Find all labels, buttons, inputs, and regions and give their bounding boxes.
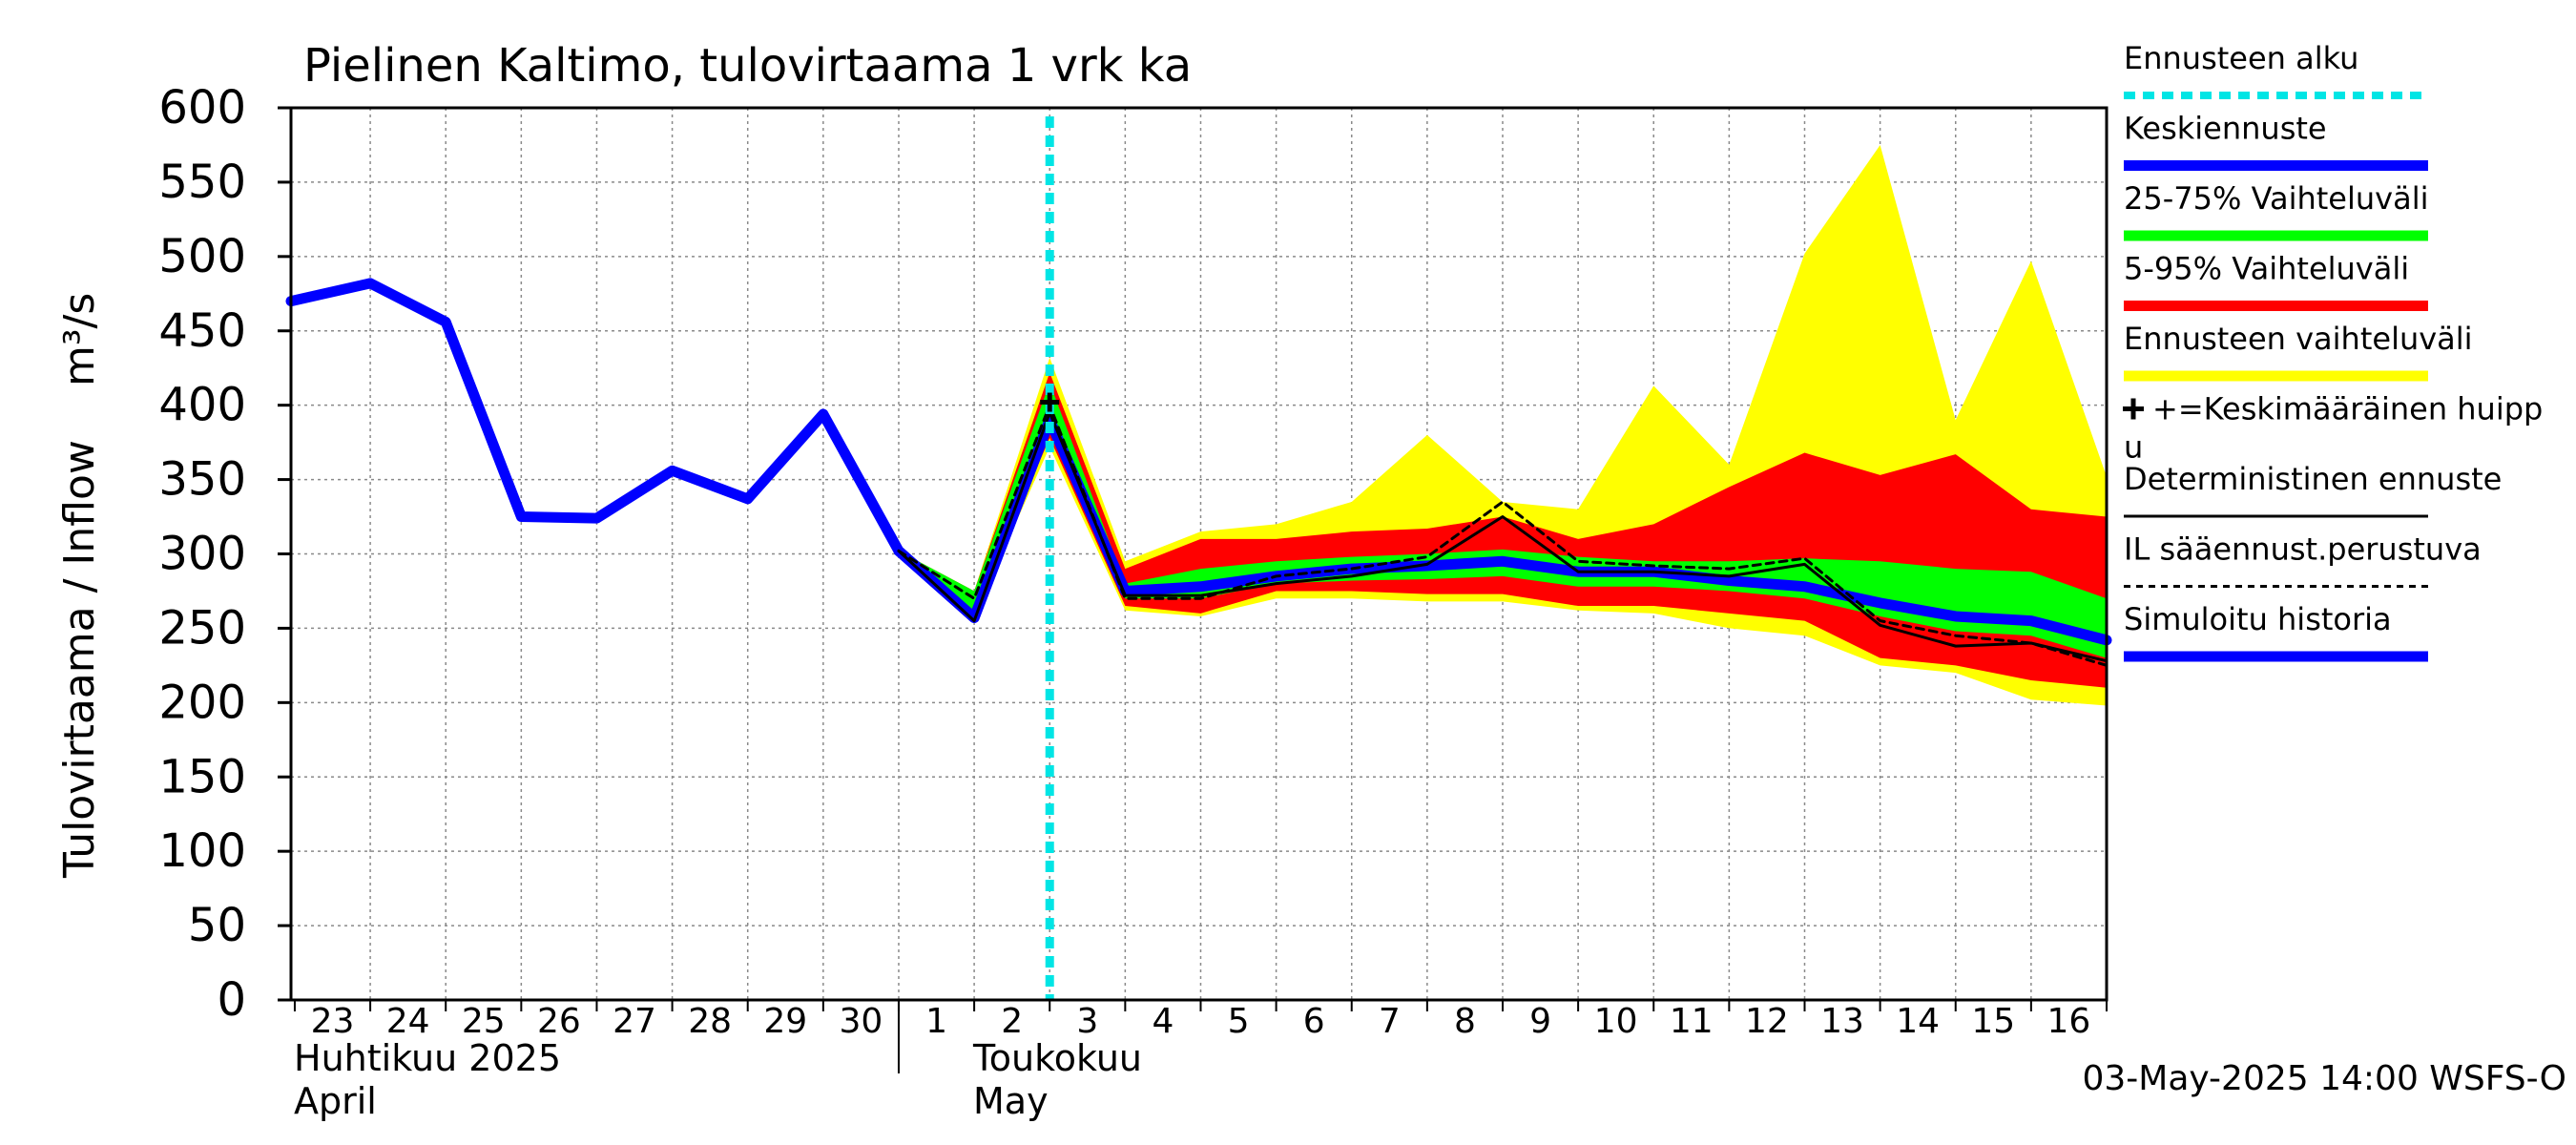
legend-label-6: Deterministinen ennuste [2124,461,2502,497]
y-tick-label-500: 500 [158,230,246,283]
month-label-en-april: April [294,1080,377,1122]
y-tick-label-350: 350 [158,453,246,507]
x-tick-label-5: 28 [688,1002,732,1041]
y-tick-label-50: 50 [188,899,246,952]
y-tick-label-0: 0 [217,973,246,1027]
x-tick-label-16: 9 [1529,1002,1551,1041]
x-tick-label-0: 23 [311,1002,355,1041]
month-label-fi-may: Toukokuu [972,1037,1142,1079]
month-label-en-may: May [973,1080,1049,1122]
x-tick-label-10: 3 [1076,1002,1098,1041]
line-il-s-ennust-perustuva [897,404,2109,667]
x-tick-label-21: 14 [1896,1002,1940,1041]
legend: Ennusteen alku Keskiennuste 25-75% Vaihtel… [2123,40,2543,662]
y-tick-label-100: 100 [158,824,246,878]
y-tick-label-450: 450 [158,304,246,358]
x-tick-label-18: 11 [1670,1002,1714,1041]
chart-title: Pielinen Kaltimo, tulovirtaama 1 vrk ka [303,39,1192,93]
band-5-95-vaihteluv-li [898,372,2107,688]
legend-label-0: Ennusteen alku [2124,40,2358,76]
x-tick-label-17: 10 [1594,1002,1638,1041]
legend-label-8: Simuloitu historia [2124,601,2392,637]
y-tick-label-200: 200 [158,676,246,729]
x-tick-label-9: 2 [1001,1002,1023,1041]
footer-timestamp: 03-May-2025 14:00 WSFS-O [2082,1059,2566,1098]
y-axis-ticks: 0 50 100 150 200 250 300 350 400 450 500 550 600 [158,81,291,1027]
y-tick-label-300: 300 [158,528,246,581]
y-axis-label: Tulovirtaama / Inflow [55,440,104,879]
y-tick-label-400: 400 [158,379,246,432]
gridlines [291,108,2107,1000]
legend-label-2: 25-75% Vaihteluväli [2124,180,2428,217]
x-tick-label-19: 12 [1745,1002,1789,1041]
legend-label-5: +=Keskimääräinen huipp u [2124,391,2543,466]
x-tick-label-23: 16 [2047,1002,2091,1041]
y-axis-unit: m³/s [55,293,104,386]
x-tick-label-22: 15 [1971,1002,2015,1041]
legend-label-3: 5-95% Vaihteluväli [2124,251,2409,287]
x-axis-ticks: 23 24 25 26 27 28 29 30 1 2 3 4 5 6 7 8 9 10 11 12 13 14 15 16 [293,1000,2108,1041]
legend-label-4: Ennusteen vaihteluväli [2124,321,2473,357]
y-tick-label-250: 250 [158,601,246,655]
x-tick-label-6: 29 [763,1002,807,1041]
series-lines [285,116,2112,1000]
y-tick-label-550: 550 [158,156,246,209]
x-tick-label-2: 25 [462,1002,506,1041]
legend-label-7: IL sääennust.perustuva [2124,531,2482,568]
x-tick-label-12: 5 [1228,1002,1250,1041]
y-tick-label-600: 600 [158,81,246,135]
x-tick-label-4: 27 [613,1002,656,1041]
x-tick-label-1: 24 [386,1002,430,1041]
month-label-fi-april: Huhtikuu 2025 [294,1037,561,1079]
x-tick-label-7: 30 [840,1002,883,1041]
x-tick-label-11: 4 [1152,1002,1174,1041]
x-tick-label-3: 26 [537,1002,581,1041]
x-tick-label-15: 8 [1454,1002,1476,1041]
legend-label-1: Keskiennuste [2124,111,2327,147]
x-tick-label-20: 13 [1820,1002,1864,1041]
x-tick-label-14: 7 [1379,1002,1401,1041]
y-tick-label-150: 150 [158,750,246,803]
x-tick-label-13: 6 [1303,1002,1325,1041]
x-tick-label-8: 1 [925,1002,947,1041]
